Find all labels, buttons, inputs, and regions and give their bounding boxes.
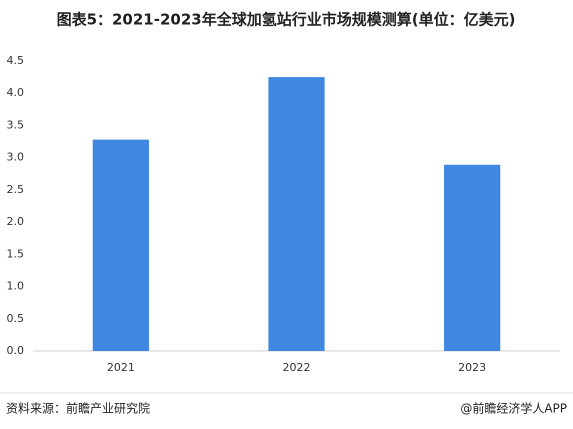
x-tick-label: 2022 (283, 361, 311, 374)
y-tick-label: 2.5 (7, 183, 25, 196)
y-tick-label: 0.0 (7, 344, 25, 357)
y-tick-label: 3.0 (7, 151, 25, 164)
y-tick-label: 2.0 (7, 215, 25, 228)
y-tick-label: 0.5 (7, 312, 25, 325)
source: 资料来源：前瞻产业研究院 (6, 401, 150, 416)
y-tick-label: 1.5 (7, 247, 25, 260)
y-tick-label: 1.0 (7, 280, 25, 293)
y-tick-label: 4.5 (7, 54, 25, 67)
bar (268, 77, 325, 351)
y-tick-label: 3.5 (7, 118, 25, 131)
brand: @前瞻经济学人APP (460, 401, 567, 416)
bar (92, 139, 149, 351)
bar (444, 164, 501, 351)
x-tick-label: 2021 (107, 361, 135, 374)
chart-title: 图表5：2021-2023年全球加氢站行业市场规模测算(单位：亿美元) (57, 11, 516, 29)
y-tick-label: 4.0 (7, 86, 25, 99)
x-tick-label: 2023 (458, 361, 486, 374)
